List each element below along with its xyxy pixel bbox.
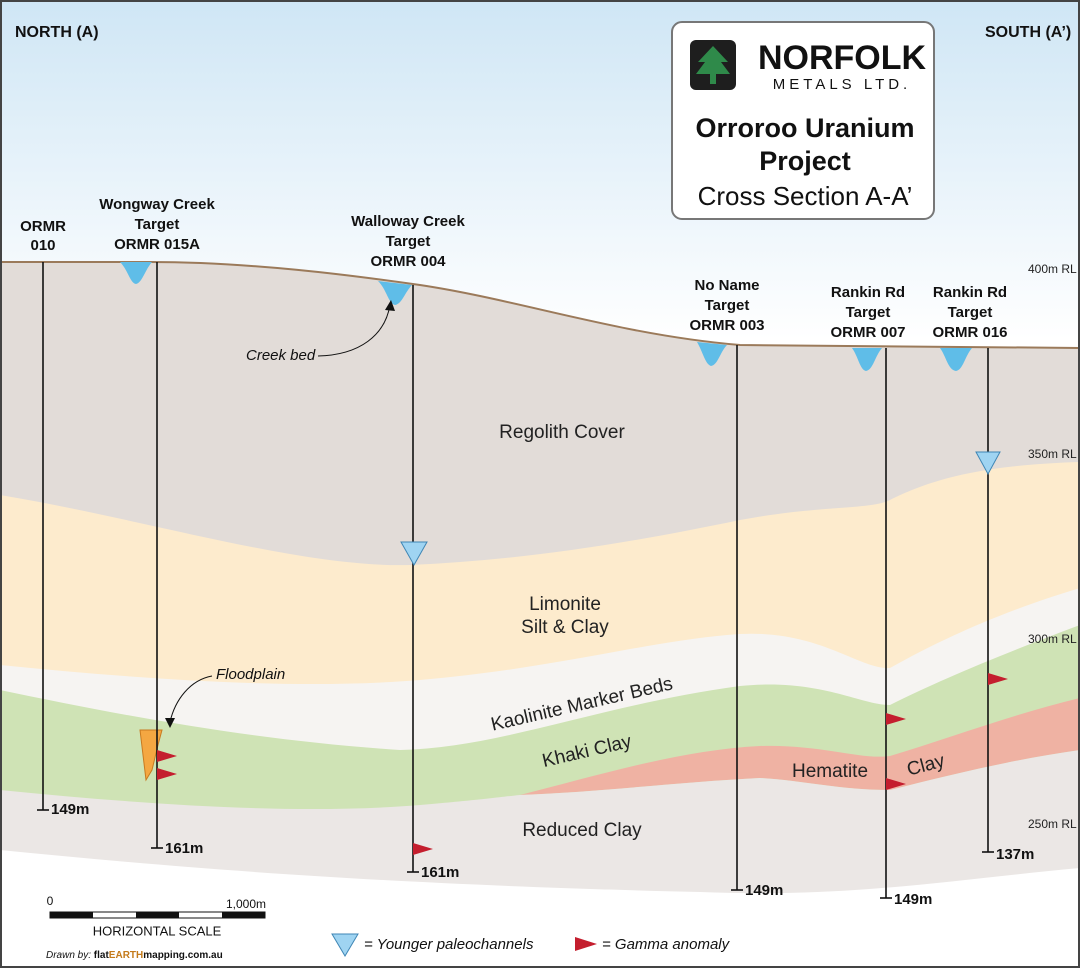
hole-label: No Name [694,277,759,294]
legend-label: = Younger paleochannels [364,936,534,953]
credit-part: EARTH [109,950,143,961]
credit-part: flat [94,950,110,961]
depth-label: 149m [894,891,932,908]
hole-label: Rankin Rd [831,284,905,301]
hole-label: Target [948,304,993,321]
credit: Drawn by: flatEARTHmapping.com.au [46,950,223,961]
direction-label: SOUTH (A’) [985,24,1071,41]
direction-label: NORTH (A) [15,24,99,41]
depth-label: 149m [51,801,89,818]
layer-label: Silt & Clay [521,617,609,638]
annotation: Floodplain [216,666,285,683]
logo-icon [690,40,736,90]
depth-label: 137m [996,846,1034,863]
project-title: Orroroo Uranium [695,113,914,143]
hole-label: ORMR 016 [932,324,1007,341]
scale-label: 0 [47,894,54,908]
hole-label: ORMR 015A [114,236,200,253]
credit-part: mapping.com.au [143,950,222,961]
depth-label: 161m [421,864,459,881]
layer-label: Limonite [529,594,601,615]
hole-label: Target [705,297,750,314]
elevation-label: 350m RL [1028,447,1077,461]
depth-label: 149m [745,882,783,899]
elevation-label: 400m RL [1028,262,1077,276]
scale-segment [136,912,179,918]
hole-label: Rankin Rd [933,284,1007,301]
hole-label: Target [386,233,431,250]
scale-segment [50,912,93,918]
project-subtitle: Cross Section A-A’ [698,181,913,211]
company-sub: METALS LTD. [773,76,911,93]
layer-label: Reduced Clay [522,820,642,841]
company-name: NORFOLK [758,39,927,77]
scale-bar [50,912,265,918]
credit-prefix: Drawn by: [46,950,91,961]
project-title: Project [759,146,851,176]
hole-label: ORMR 004 [370,253,446,270]
hole-label: ORMR 003 [689,317,764,334]
elevation-label: 250m RL [1028,817,1077,831]
cross-section: ORMR 010 Wongway Creek Target ORMR 015A … [0,0,1080,968]
hole-label: Target [846,304,891,321]
scale-label: 1,000m [226,897,266,911]
layer-label: Regolith Cover [499,422,625,443]
hole-label: ORMR [20,218,66,235]
elevation-label: 300m RL [1028,632,1077,646]
hole-label: Wongway Creek [99,196,215,213]
scale-segment [222,912,265,918]
hole-label: Walloway Creek [351,213,465,230]
legend-label: = Gamma anomaly [602,936,731,953]
depth-label: 161m [165,840,203,857]
hole-label: ORMR 007 [830,324,905,341]
hole-label: Target [135,216,180,233]
scale-title: HORIZONTAL SCALE [93,923,222,938]
annotation: Creek bed [246,347,316,364]
layer-label: Hematite [792,761,868,782]
hole-label: 010 [30,237,55,254]
